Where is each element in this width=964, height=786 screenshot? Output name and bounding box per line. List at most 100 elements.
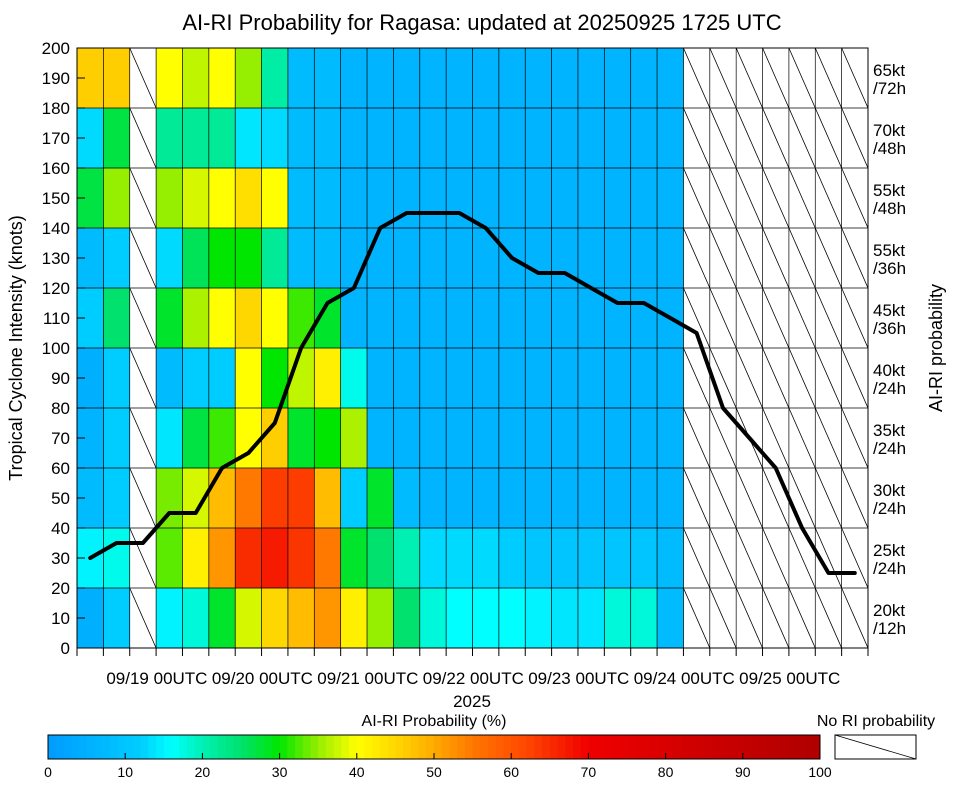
colorbar-segment	[318, 735, 327, 759]
heatmap-cell	[182, 528, 210, 589]
no-ri-hatch-line	[709, 347, 737, 409]
heatmap-cell	[551, 108, 579, 169]
colorbar-segment	[557, 735, 566, 759]
heatmap-cell	[367, 468, 394, 529]
heatmap-cell	[446, 348, 473, 409]
x-tick-labels: 09/19 00UTC 09/20 00UTC 09/21 00UTC 09/22 0…	[106, 669, 840, 688]
colorbar-segment	[333, 735, 342, 759]
heatmap-cell	[393, 48, 421, 109]
x-tick-label: 09/19 00UTC	[106, 669, 207, 688]
colorbar-segment	[434, 735, 443, 759]
no-ri-hatch-line	[709, 167, 737, 229]
heatmap-cell	[314, 468, 341, 529]
heatmap-cell	[156, 168, 183, 229]
y-tick-label: 100	[42, 339, 70, 358]
heatmap-cell	[367, 168, 394, 229]
heatmap-cell	[182, 588, 210, 649]
no-ri-hatch-line	[841, 107, 869, 169]
colorbar-segment	[302, 735, 311, 759]
no-ri-hatch-line	[129, 467, 157, 529]
ri-threshold-hours: /24h	[873, 499, 906, 518]
heatmap-cell	[472, 48, 500, 109]
colorbar-segment	[287, 735, 296, 759]
ri-threshold-hours: /24h	[873, 379, 906, 398]
heatmap-cell	[525, 468, 552, 529]
heatmap-cell	[103, 408, 131, 469]
colorbar-segment	[704, 735, 713, 759]
colorbar-segment	[611, 735, 620, 759]
y-tick-label: 10	[51, 609, 70, 628]
ri-threshold-labels: 20kt/12h25kt/24h30kt/24h35kt/24h40kt/24h…	[873, 61, 906, 638]
ri-threshold-hours: /24h	[873, 559, 906, 578]
ri-threshold-kt: 25kt	[873, 541, 905, 560]
colorbar-segment	[148, 735, 157, 759]
heatmap-cell	[340, 108, 368, 169]
heatmap-cell	[498, 588, 526, 649]
no-ri-hatch-line	[129, 347, 157, 409]
colorbar-segment	[395, 735, 404, 759]
heatmap-cell	[657, 468, 684, 529]
heatmap-cell	[525, 528, 552, 589]
no-ri-hatch-line	[129, 527, 157, 589]
heatmap-cell	[525, 108, 552, 169]
heatmap-cell	[630, 468, 658, 529]
heatmap-cell	[498, 408, 526, 469]
no-ri-hatch-line	[841, 467, 869, 529]
heatmap-cell	[103, 168, 131, 229]
heatmap-cell	[156, 348, 183, 409]
heatmap-cell	[657, 348, 684, 409]
y-tick-label: 90	[51, 369, 70, 388]
colorbar-segment	[642, 735, 651, 759]
heatmap-cell	[498, 348, 526, 409]
heatmap-cell	[208, 168, 236, 229]
no-ri-hatch-line	[683, 167, 711, 229]
heatmap-cell	[103, 48, 131, 109]
colorbar-segment	[349, 735, 358, 759]
no-ri-hatch-line	[709, 527, 737, 589]
heatmap-cell	[419, 288, 447, 349]
colorbar-segment	[681, 735, 690, 759]
colorbar-segment	[488, 735, 497, 759]
colorbar-segment	[125, 735, 134, 759]
colorbar-tick-label: 0	[44, 764, 52, 780]
colorbar-segment	[549, 735, 558, 759]
no-ri-hatch-line	[814, 407, 842, 469]
x-tick-label: 09/21 00UTC	[317, 669, 418, 688]
colorbar-segment	[441, 735, 450, 759]
heatmap-cell	[367, 228, 394, 289]
colorbar-segment	[773, 735, 782, 759]
heatmap-cell	[657, 408, 684, 469]
no-ri-hatch-line	[814, 47, 842, 109]
no-ri-hatch-line	[762, 347, 790, 409]
no-ri-hatch-line	[788, 407, 816, 469]
colorbar	[47, 734, 821, 760]
y-tick-label: 30	[51, 549, 70, 568]
heatmap-cell	[287, 588, 315, 649]
ri-threshold-kt: 65kt	[873, 61, 905, 80]
ri-threshold-kt: 55kt	[873, 181, 905, 200]
heatmap-cell	[367, 408, 394, 469]
colorbar-segment	[650, 735, 659, 759]
colorbar-segment	[627, 735, 636, 759]
colorbar-segment	[789, 735, 798, 759]
colorbar-tick-label: 70	[581, 764, 597, 780]
colorbar-segment	[295, 735, 304, 759]
heatmap-cell	[393, 528, 421, 589]
colorbar-segment	[781, 735, 790, 759]
ri-threshold-hours: /48h	[873, 139, 906, 158]
no-ri-hatch-line	[709, 407, 737, 469]
colorbar-tick-label: 30	[272, 764, 288, 780]
no-ri-hatch-line	[762, 47, 790, 109]
colorbar-segment	[225, 735, 234, 759]
heatmap-cell	[287, 48, 315, 109]
heatmap-cell	[630, 288, 658, 349]
no-ri-legend-box	[834, 734, 917, 760]
heatmap-cell	[340, 528, 368, 589]
heatmap-cell	[419, 168, 447, 229]
heatmap-cell	[208, 108, 236, 169]
heatmap-cell	[208, 468, 236, 529]
colorbar-tick-label: 50	[426, 764, 442, 780]
heatmap-cell	[340, 168, 368, 229]
colorbar-segment	[387, 735, 396, 759]
no-ri-hatch-line	[762, 287, 790, 349]
